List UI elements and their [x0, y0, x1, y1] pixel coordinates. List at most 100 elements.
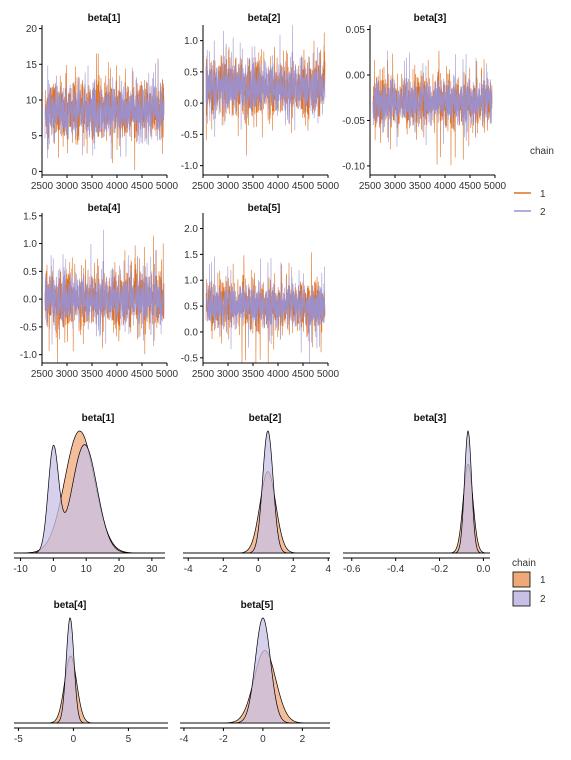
legend-label: 2 [540, 594, 546, 605]
x-tick-label: 10 [81, 564, 93, 575]
y-tick-label: -1.0 [20, 350, 38, 361]
x-tick-label: 3000 [56, 181, 79, 192]
panel-title: beta[2] [248, 13, 281, 24]
x-tick-label: 4500 [131, 369, 154, 380]
x-tick-label: 4000 [434, 181, 457, 192]
trace-legend: chain 1 2 [514, 146, 554, 218]
y-tick-label: 0.00 [346, 71, 366, 82]
panel-title: beta[1] [82, 413, 115, 424]
x-tick-label: 30 [146, 564, 158, 575]
panel-title: beta[3] [414, 13, 447, 24]
trace-panel: beta[3] -0.10 -0.05 0.00 0.05 2500 3000 3500 400… [342, 13, 506, 192]
legend-title: chain [512, 558, 536, 569]
x-tick-label: -4 [179, 734, 188, 745]
x-tick-label: -0.4 [387, 564, 405, 575]
density-panel: beta[2] -4 -2 0 2 4 [183, 413, 331, 575]
y-tick-label: -0.5 [181, 130, 199, 141]
trace-line-chain-2 [372, 50, 493, 147]
y-tick-label: 0.0 [184, 99, 198, 110]
x-tick-label: 3500 [242, 369, 265, 380]
density-panel: beta[5] -4 -2 0 2 [179, 600, 330, 745]
x-tick-label: 2500 [192, 369, 215, 380]
x-tick-label: 0 [51, 564, 57, 575]
x-tick-label: 3500 [242, 181, 265, 192]
x-tick-label: 4000 [106, 181, 129, 192]
density-area-chain-2 [14, 444, 165, 554]
x-tick-label: 2500 [359, 181, 382, 192]
x-tick-label: 20 [113, 564, 125, 575]
x-tick-label: 4500 [292, 369, 315, 380]
density-legend: chain 1 2 [512, 558, 546, 607]
x-tick-label: 4500 [292, 181, 315, 192]
x-tick-label: 3000 [217, 369, 240, 380]
density-area-chain-2 [180, 617, 330, 724]
x-tick-label: 2500 [31, 369, 54, 380]
legend-key-swatch [512, 571, 531, 588]
y-tick-label: 0.5 [184, 67, 198, 78]
density-panel: beta[3] -0.6 -0.4 -0.2 0.0 [343, 413, 491, 575]
trace-line-chain-2 [205, 24, 326, 137]
x-tick-label: 5000 [156, 369, 179, 380]
x-tick-label: 5 [126, 734, 132, 745]
x-tick-label: 4500 [459, 181, 482, 192]
x-tick-label: -2 [219, 564, 228, 575]
x-tick-label: 3000 [56, 369, 79, 380]
y-tick-label: -0.5 [20, 322, 38, 333]
x-tick-label: 5000 [156, 181, 179, 192]
x-tick-label: 2500 [31, 181, 54, 192]
density-panel: beta[4] -5 0 5 [14, 600, 168, 745]
panel-title: beta[2] [249, 413, 282, 424]
x-tick-label: 4000 [267, 181, 290, 192]
x-tick-label: 0 [71, 734, 77, 745]
x-tick-label: 5000 [484, 181, 507, 192]
panel-title: beta[4] [54, 600, 87, 611]
y-tick-label: -1.0 [181, 161, 199, 172]
legend-key-swatch [512, 590, 531, 607]
x-tick-label: 2 [300, 734, 306, 745]
y-tick-label: 2.0 [184, 224, 198, 235]
x-tick-label: -10 [13, 564, 28, 575]
density-area-chain-2 [343, 430, 490, 554]
density-area-chain-1 [14, 655, 168, 724]
x-tick-label: 2500 [192, 181, 215, 192]
x-tick-label: 4500 [131, 181, 154, 192]
x-tick-label: 0.0 [476, 564, 490, 575]
x-tick-label: -0.6 [343, 564, 361, 575]
density-panel: beta[1] -10 0 10 20 30 [13, 413, 165, 575]
panel-title: beta[5] [241, 600, 274, 611]
density-area-chain-2 [14, 617, 168, 724]
y-tick-label: 0.0 [184, 327, 198, 338]
x-tick-label: 4000 [267, 369, 290, 380]
x-tick-label: 0 [255, 564, 261, 575]
legend-title: chain [530, 146, 554, 157]
panel-title: beta[5] [248, 203, 281, 214]
x-tick-label: 3500 [81, 181, 104, 192]
y-tick-label: 0.5 [184, 302, 198, 313]
x-tick-label: 2 [290, 564, 296, 575]
x-tick-label: -5 [14, 734, 23, 745]
y-tick-label: 10 [26, 96, 38, 107]
y-tick-label: 15 [26, 60, 38, 71]
x-tick-label: 3000 [217, 181, 240, 192]
legend-label: 1 [540, 575, 546, 586]
y-tick-label: 1.0 [184, 36, 198, 47]
density-area-chain-2 [183, 430, 330, 554]
y-tick-label: -0.05 [342, 116, 365, 127]
y-tick-label: 1.0 [23, 239, 37, 250]
y-tick-label: 1.0 [184, 276, 198, 287]
x-tick-label: 5000 [317, 181, 340, 192]
trace-panel: beta[2] -1.0 -0.5 0.0 0.5 1.0 2500 3000 3500 4000… [181, 13, 340, 192]
panel-title: beta[3] [414, 413, 447, 424]
trace-panel: beta[1] 0 5 10 15 20 2500 3000 3500 4000 4500 5000 [26, 13, 179, 192]
y-tick-label: -0.5 [181, 353, 199, 364]
x-tick-label: 3500 [409, 181, 432, 192]
y-tick-label: 0 [31, 167, 37, 178]
x-tick-label: -4 [184, 564, 193, 575]
x-tick-label: 5000 [317, 369, 340, 380]
y-tick-label: 1.5 [184, 250, 198, 261]
x-tick-label: -0.2 [431, 564, 449, 575]
y-tick-label: -0.10 [342, 161, 365, 172]
x-tick-label: -2 [219, 734, 228, 745]
x-tick-label: 4000 [106, 369, 129, 380]
